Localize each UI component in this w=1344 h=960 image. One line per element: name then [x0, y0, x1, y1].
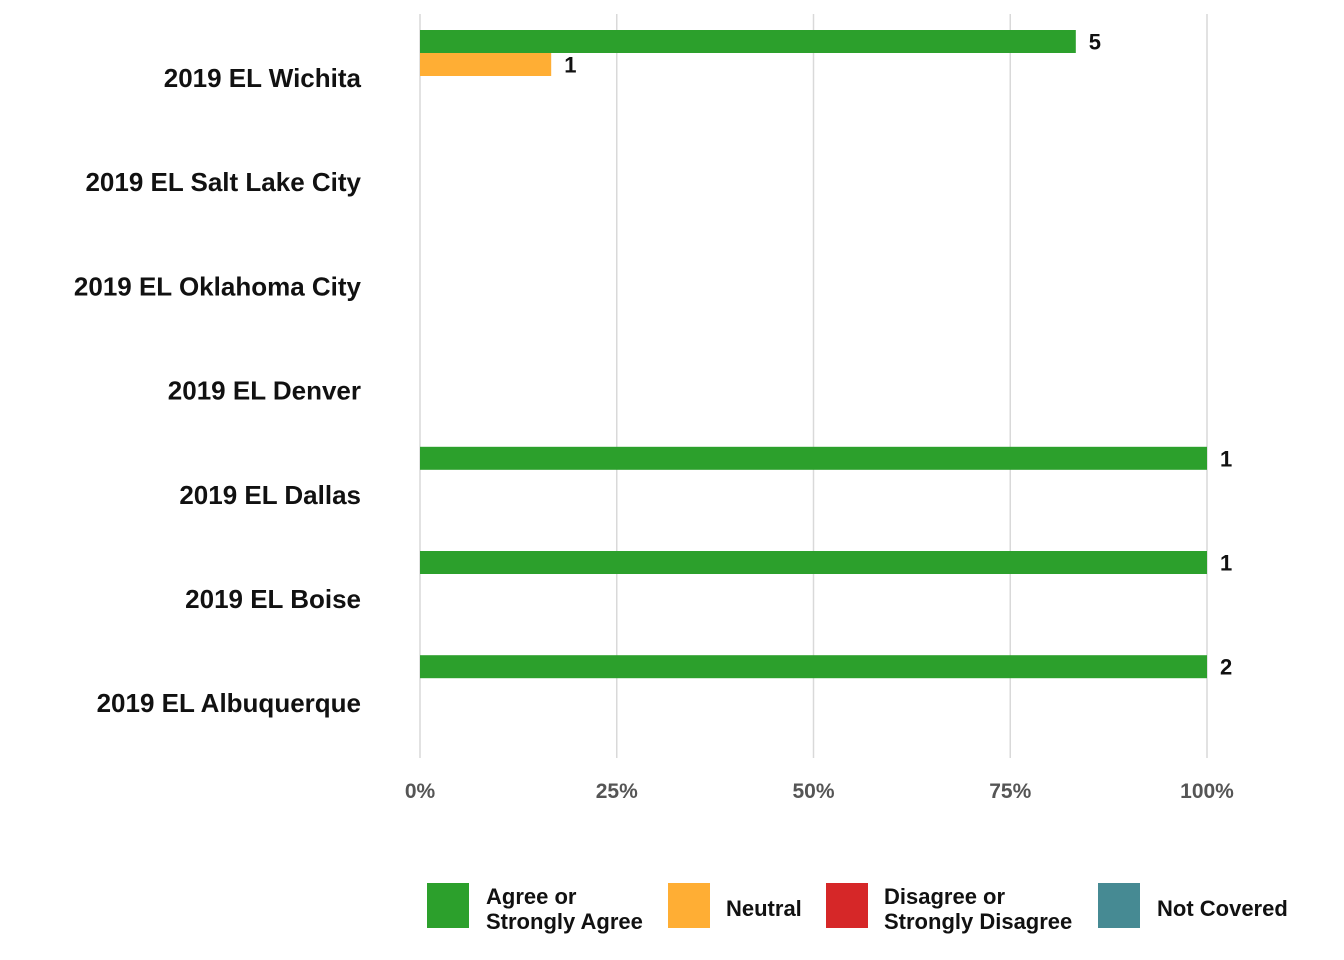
x-tick-label: 100%	[1180, 780, 1234, 803]
x-axis-ticks: 0% 25% 50% 75% 100%	[405, 780, 1234, 803]
category-label: 2019 EL Dallas	[179, 480, 361, 510]
category-label: 2019 EL Albuquerque	[97, 688, 361, 718]
x-tick-label: 25%	[596, 780, 638, 803]
legend-label: Neutral	[726, 896, 802, 921]
x-tick-label: 50%	[792, 780, 834, 803]
bar-value-label: 1	[1220, 446, 1232, 471]
bar-agree-or-strongly-agree	[420, 30, 1076, 53]
bar-agree-or-strongly-agree	[420, 446, 1207, 470]
bar-value-label: 1	[1220, 551, 1232, 576]
legend-swatch	[427, 883, 469, 928]
category-label: 2019 EL Wichita	[164, 63, 362, 93]
category-label: 2019 EL Denver	[168, 376, 361, 406]
legend-label: Disagree or Strongly Disagree	[884, 884, 1072, 934]
bar-value-label: 5	[1089, 30, 1101, 55]
bar-value-label: 2	[1220, 655, 1232, 680]
category-labels: 2019 EL Wichita 2019 EL Salt Lake City 201…	[74, 63, 362, 718]
bar-agree-or-strongly-agree	[420, 551, 1207, 574]
legend-swatch	[826, 883, 868, 928]
x-tick-label: 0%	[405, 780, 436, 803]
x-tick-label: 75%	[989, 780, 1031, 803]
legend-label: Not Covered	[1157, 896, 1288, 921]
bar-agree-or-strongly-agree	[420, 655, 1207, 679]
category-label: 2019 EL Boise	[185, 584, 361, 614]
category-label: 2019 EL Salt Lake City	[85, 167, 361, 197]
category-label: 2019 EL Oklahoma City	[74, 271, 362, 301]
gridlines	[419, 14, 1208, 758]
bars: 5 1 1 1 2	[420, 30, 1232, 680]
legend-swatch	[668, 883, 710, 928]
legend-swatch	[1098, 883, 1140, 928]
legend: Agree or Strongly Agree Neutral Disagree or…	[427, 883, 1288, 934]
legend-label: Agree or Strongly Agree	[486, 884, 643, 934]
bar-value-label: 1	[564, 53, 576, 78]
bar-neutral	[420, 53, 552, 76]
